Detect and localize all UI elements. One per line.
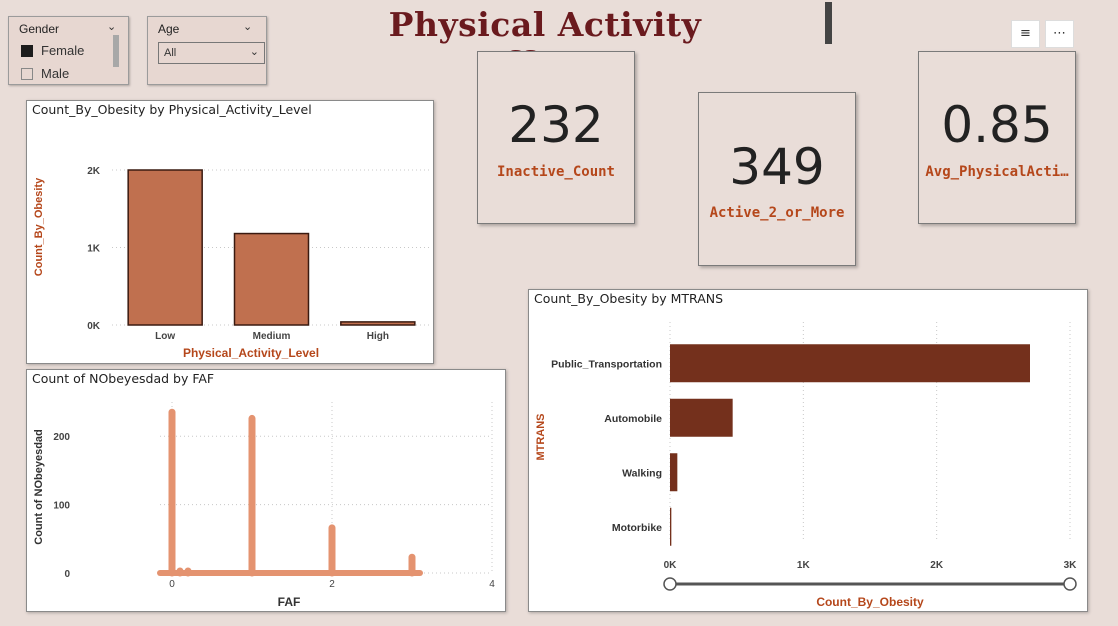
filter-icon: ≡ (1020, 26, 1031, 41)
x-tick-label: High (367, 331, 389, 342)
bar (670, 453, 678, 492)
category-label: Motorbike (612, 522, 662, 534)
y-axis-label: Count_By_Obesity (33, 177, 45, 276)
more-options-button[interactable]: ⋯ (1045, 20, 1074, 48)
category-label: Public_Transportation (551, 358, 662, 370)
chart-title: Count_By_Obesity by Physical_Activity_Le… (32, 102, 312, 117)
y-tick-label: 100 (53, 501, 70, 512)
x-tick-label: 0K (664, 560, 678, 571)
y-axis-label: Count of NObeyesdad (33, 429, 45, 545)
range-slider-handle-end[interactable] (1063, 577, 1077, 591)
bar (670, 344, 1030, 383)
kpi-value: 232 (508, 96, 604, 154)
x-tick-label: 2 (329, 579, 335, 590)
y-tick-label: 1K (87, 244, 101, 255)
chevron-down-icon: ⌄ (249, 45, 259, 58)
age-slicer-title: Age (158, 22, 180, 36)
bar (340, 321, 416, 326)
category-label: Automobile (604, 413, 662, 425)
chevron-down-icon[interactable]: ⌄ (243, 20, 253, 33)
y-tick-label: 200 (53, 432, 70, 443)
x-tick-label: Low (155, 331, 175, 342)
x-axis-label: Physical_Activity_Level (183, 346, 319, 360)
y-axis-label: MTRANS (535, 413, 547, 460)
chart-title: Count of NObeyesdad by FAF (32, 371, 215, 386)
category-label: Walking (622, 467, 662, 479)
x-tick-label: 1K (797, 560, 811, 571)
kpi-label: Avg_PhysicalActi… (925, 164, 1069, 180)
x-tick-label: 3K (1064, 560, 1078, 571)
checkbox-checked-icon[interactable] (21, 45, 33, 57)
more-options-icon: ⋯ (1053, 26, 1066, 41)
divider-bar (825, 2, 832, 44)
chart-activity: 0K 1K 2K Low Medium High Physical_Activity_L… (33, 166, 431, 360)
slicer-scrollbar[interactable] (113, 35, 119, 67)
kpi-value: 349 (729, 138, 825, 196)
y-tick-label: 0 (64, 569, 70, 580)
kpi-card-inactive-count: 232 Inactive_Count (477, 51, 635, 224)
x-tick-label: 4 (489, 579, 495, 590)
gender-slicer-title: Gender (19, 22, 60, 36)
chart-mtrans-panel: Count_By_Obesity by MTRANS Public_Transp… (528, 289, 1088, 612)
y-tick-label: 0K (87, 321, 101, 332)
age-dropdown-value: All (164, 47, 177, 59)
x-axis-label: FAF (278, 595, 301, 609)
chart-title: Count_By_Obesity by MTRANS (534, 291, 724, 306)
kpi-label: Inactive_Count (496, 164, 615, 180)
chevron-down-icon[interactable]: ⌄ (107, 20, 117, 33)
filter-button[interactable]: ≡ (1011, 20, 1040, 48)
y-tick-label: 2K (87, 166, 101, 177)
range-slider-handle-start[interactable] (663, 577, 677, 591)
age-dropdown[interactable]: All ⌄ (158, 42, 265, 64)
bar (670, 398, 733, 437)
x-axis-label: Count_By_Obesity (816, 595, 924, 609)
age-slicer: Age ⌄ All ⌄ (147, 16, 267, 85)
chart-faf: 0 100 200 0 2 4 FAF Count of NObeyesdad (33, 402, 495, 609)
gender-slicer: Gender ⌄ Female Male (8, 16, 129, 85)
x-tick-label: Medium (253, 331, 291, 342)
x-tick-label: 0 (169, 579, 175, 590)
bar (127, 169, 203, 326)
kpi-label: Active_2_or_More (709, 205, 845, 221)
chart-activity-panel: Count_By_Obesity by Physical_Activity_Le… (26, 100, 434, 364)
bar (670, 507, 672, 546)
checkbox-icon[interactable] (21, 68, 33, 80)
kpi-value: 0.85 (941, 96, 1053, 154)
chart-faf-panel: Count of NObeyesdad by FAF 0 100 200 0 2 4 F… (26, 369, 506, 612)
kpi-card-active-2-or-more: 349 Active_2_or_More (698, 92, 856, 266)
bar (233, 232, 310, 326)
x-tick-label: 2K (930, 560, 944, 571)
chart-mtrans: Public_Transportation Automobile Walking Mo… (535, 322, 1078, 609)
kpi-card-avg-physical-activity: 0.85 Avg_PhysicalActi… (918, 51, 1076, 224)
